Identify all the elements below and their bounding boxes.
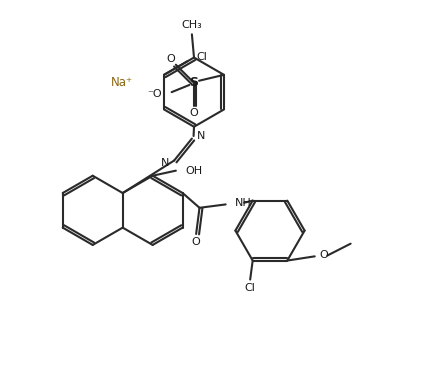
Text: Cl: Cl <box>245 283 256 293</box>
Text: N: N <box>161 158 169 168</box>
Text: O: O <box>191 238 200 248</box>
Text: ⁻O: ⁻O <box>147 89 161 99</box>
Text: NH: NH <box>235 198 252 208</box>
Text: O: O <box>189 108 198 118</box>
Text: N: N <box>197 131 205 141</box>
Text: O: O <box>319 250 328 260</box>
Text: S: S <box>189 76 198 89</box>
Text: Na⁺: Na⁺ <box>111 76 133 89</box>
Text: Cl: Cl <box>196 52 207 62</box>
Text: CH₃: CH₃ <box>181 20 202 30</box>
Text: OH: OH <box>185 166 202 176</box>
Text: O: O <box>167 54 175 64</box>
